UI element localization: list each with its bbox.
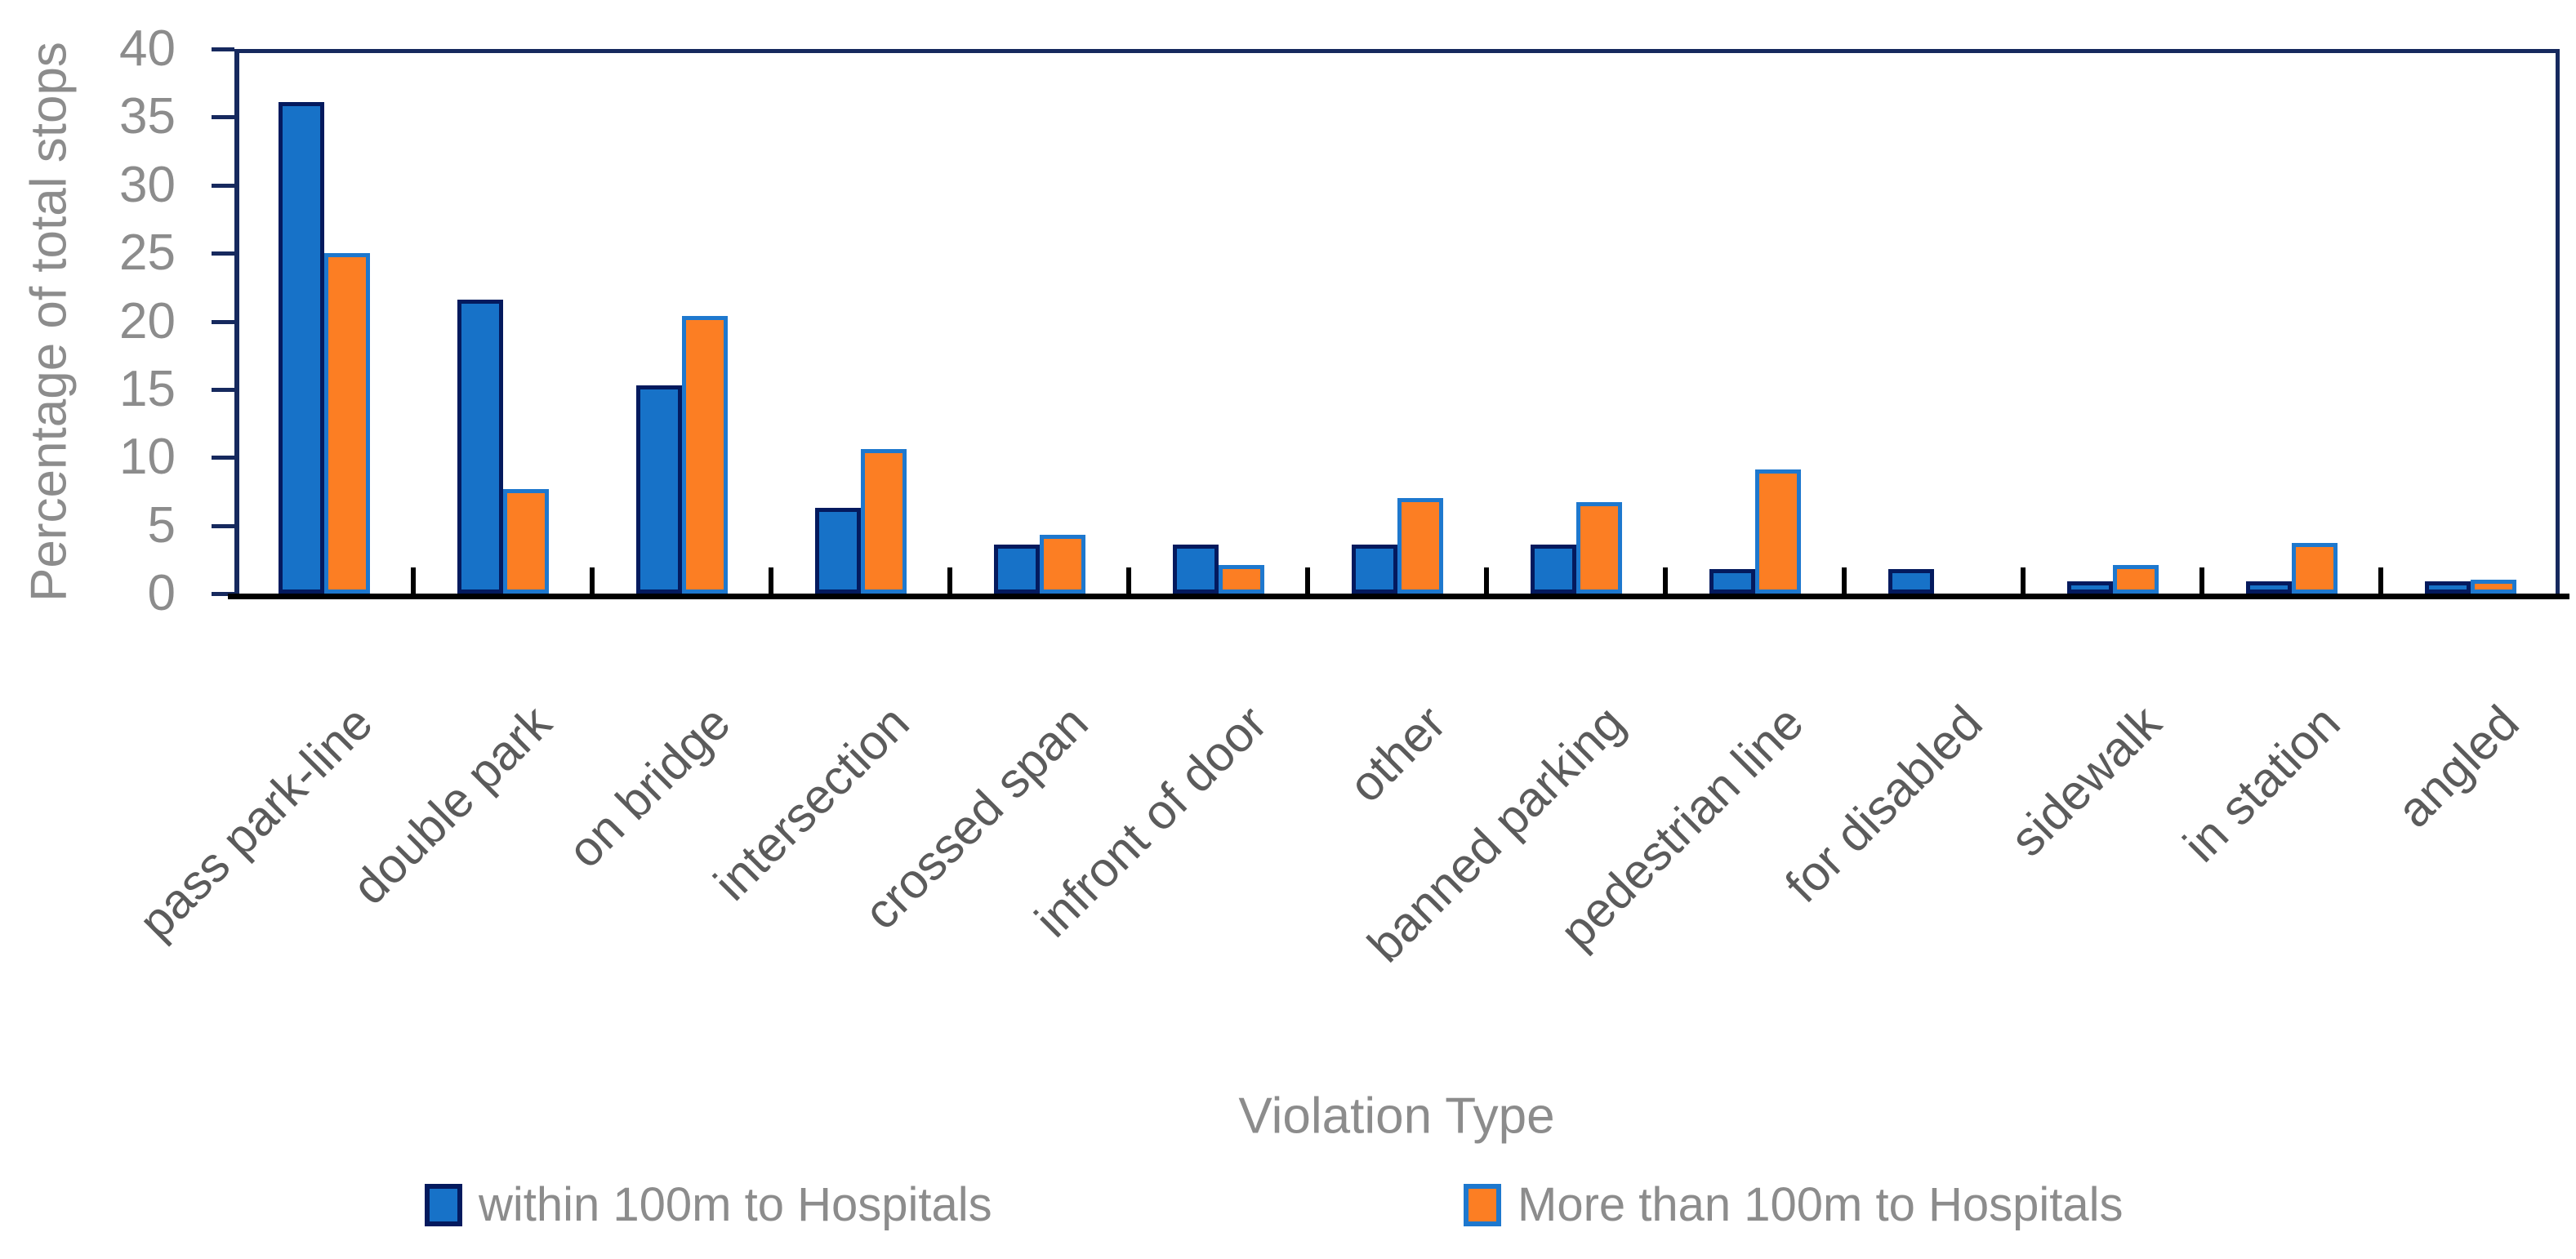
x-axis-line <box>228 594 2569 599</box>
x-tick-mark-6 <box>1305 567 1310 594</box>
x-tick-mark-11 <box>2199 567 2204 594</box>
y-tick-mark-0 <box>212 592 234 596</box>
y-tick-label-15: 15 <box>119 360 176 417</box>
bar-more-100m-pass-park-line <box>323 253 370 594</box>
bar-within-100m-sidewalk <box>2066 581 2113 594</box>
bar-within-100m-double-park <box>457 300 503 594</box>
y-tick-mark-25 <box>212 251 234 256</box>
y-tick-mark-5 <box>212 523 234 528</box>
x-tick-mark-10 <box>2021 567 2026 594</box>
bar-within-100m-crossed-span <box>993 545 1040 594</box>
bar-within-100m-intersection <box>814 508 861 594</box>
x-tick-mark-4 <box>947 567 952 594</box>
bar-within-100m-in-station <box>2245 581 2292 594</box>
y-tick-label-40: 40 <box>119 20 176 77</box>
bar-within-100m-on-bridge <box>635 385 682 594</box>
x-category-label-pass-park-line: pass park-line <box>127 695 383 950</box>
x-tick-mark-3 <box>769 567 773 594</box>
y-tick-label-5: 5 <box>147 496 176 554</box>
x-tick-mark-2 <box>590 567 595 594</box>
bar-more-100m-infront-of-door <box>1218 565 1264 594</box>
bar-more-100m-sidewalk <box>2112 565 2159 594</box>
x-category-label-other: other <box>1338 695 1456 813</box>
bar-more-100m-banned-parking <box>1575 502 1622 594</box>
bar-more-100m-pedestrian-line <box>1754 469 1801 594</box>
x-tick-mark-7 <box>1484 567 1489 594</box>
bar-more-100m-intersection <box>860 449 907 594</box>
bar-more-100m-other <box>1397 498 1443 594</box>
y-tick-label-35: 35 <box>119 88 176 145</box>
y-axis-title: Percentage of total stops <box>20 42 78 602</box>
x-category-label-on-bridge: on bridge <box>556 695 741 879</box>
x-tick-mark-5 <box>1126 567 1131 594</box>
y-tick-mark-40 <box>212 47 234 51</box>
x-tick-mark-9 <box>1842 567 1847 594</box>
legend-swatch-within-100m <box>425 1184 462 1226</box>
bar-more-100m-angled <box>2470 580 2516 594</box>
bar-within-100m-infront-of-door <box>1172 545 1219 594</box>
bar-more-100m-in-station <box>2291 543 2338 594</box>
y-tick-label-10: 10 <box>119 429 176 486</box>
bar-within-100m-pass-park-line <box>278 102 324 594</box>
y-tick-mark-20 <box>212 319 234 324</box>
bar-within-100m-angled <box>2424 581 2471 594</box>
y-tick-label-0: 0 <box>147 565 176 621</box>
bar-within-100m-pedestrian-line <box>1709 569 1755 594</box>
y-tick-mark-10 <box>212 456 234 460</box>
legend-swatch-more-100m <box>1464 1184 1501 1226</box>
y-tick-label-20: 20 <box>119 292 176 349</box>
x-category-label-sidewalk: sidewalk <box>1999 695 2172 867</box>
x-axis-title: Violation Type <box>1238 1088 1555 1145</box>
y-tick-label-30: 30 <box>119 156 176 213</box>
x-tick-mark-1 <box>411 567 416 594</box>
plot-area <box>234 49 2560 594</box>
bar-more-100m-crossed-span <box>1039 535 1085 594</box>
y-tick-mark-15 <box>212 387 234 392</box>
x-category-label-angled: angled <box>2386 695 2529 839</box>
legend-entry-within-100m: within 100m to Hospitals <box>425 1176 992 1235</box>
legend-entry-more-100m: More than 100m to Hospitals <box>1464 1176 2123 1235</box>
x-tick-mark-8 <box>1663 567 1668 594</box>
bar-more-100m-on-bridge <box>681 316 728 594</box>
y-tick-mark-30 <box>212 183 234 188</box>
bar-within-100m-other <box>1351 545 1397 594</box>
bar-within-100m-for-disabled <box>1887 569 1934 594</box>
x-category-label-in-station: in station <box>2172 695 2351 873</box>
legend-label-within-100m: within 100m to Hospitals <box>479 1178 992 1231</box>
x-tick-mark-12 <box>2378 567 2383 594</box>
bar-within-100m-banned-parking <box>1530 545 1576 594</box>
y-tick-mark-35 <box>212 115 234 120</box>
bar-more-100m-double-park <box>502 489 549 594</box>
y-tick-label-25: 25 <box>119 225 176 282</box>
legend-label-more-100m: More than 100m to Hospitals <box>1518 1178 2124 1231</box>
